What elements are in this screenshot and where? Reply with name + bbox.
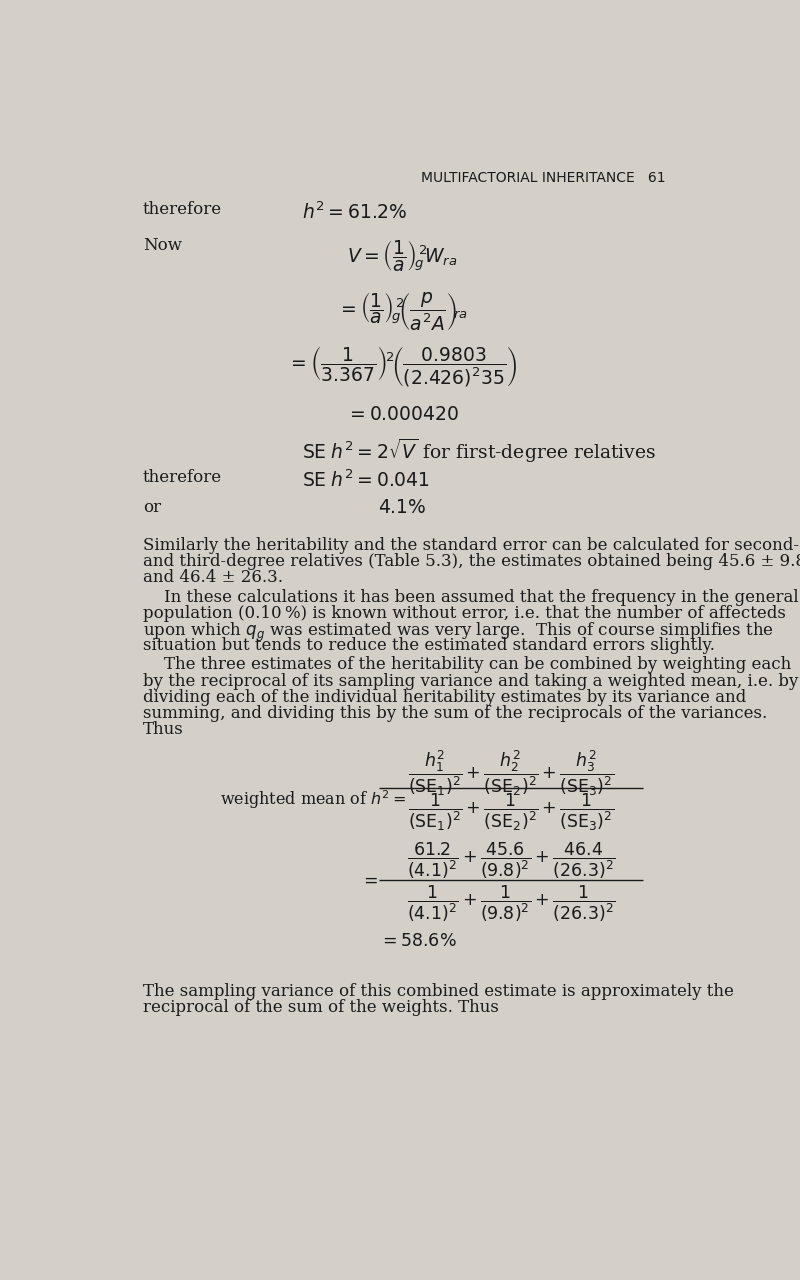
Text: weighted mean of $h^2 =$: weighted mean of $h^2 =$ — [220, 788, 406, 810]
Text: MULTIFACTORIAL INHERITANCE   61: MULTIFACTORIAL INHERITANCE 61 — [421, 170, 666, 184]
Text: population (0.10 %) is known without error, i.e. that the number of affecteds: population (0.10 %) is known without err… — [142, 605, 786, 622]
Text: Now: Now — [142, 237, 182, 253]
Text: $4.1\%$: $4.1\%$ — [378, 498, 426, 517]
Text: $= 0.000420$: $= 0.000420$ — [346, 406, 459, 424]
Text: $V = \left(\dfrac{1}{a}\right)_{\!g}^{\,2}\! W_{ra}$: $V = \left(\dfrac{1}{a}\right)_{\!g}^{\,… — [347, 238, 458, 274]
Text: $= \left(\dfrac{1}{a}\right)_{\!g}^{\,2}\!\!\left(\dfrac{p}{a^2 A}\right)_{\!\!r: $= \left(\dfrac{1}{a}\right)_{\!g}^{\,2}… — [337, 291, 468, 333]
Text: by the reciprocal of its sampling variance and taking a weighted mean, i.e. by: by the reciprocal of its sampling varian… — [142, 672, 798, 690]
Text: In these calculations it has been assumed that the frequency in the general: In these calculations it has been assume… — [142, 589, 798, 605]
Text: and 46.4 ± 26.3.: and 46.4 ± 26.3. — [142, 570, 282, 586]
Text: situation but tends to reduce the estimated standard errors slightly.: situation but tends to reduce the estima… — [142, 637, 714, 654]
Text: $\mathrm{SE}\;h^2 = 0.041$: $\mathrm{SE}\;h^2 = 0.041$ — [302, 470, 430, 490]
Text: $\dfrac{1}{(4.1)^2} + \dfrac{1}{(9.8)^2} + \dfrac{1}{(26.3)^2}$: $\dfrac{1}{(4.1)^2} + \dfrac{1}{(9.8)^2}… — [406, 883, 615, 924]
Text: therefore: therefore — [142, 201, 222, 219]
Text: $=$: $=$ — [360, 872, 378, 888]
Text: Similarly the heritability and the standard error can be calculated for second-: Similarly the heritability and the stand… — [142, 538, 798, 554]
Text: The sampling variance of this combined estimate is approximately the: The sampling variance of this combined e… — [142, 983, 734, 1000]
Text: $\dfrac{h_1^2}{(\mathrm{SE}_1)^2} + \dfrac{h_2^2}{(\mathrm{SE}_2)^2} + \dfrac{h_: $\dfrac{h_1^2}{(\mathrm{SE}_1)^2} + \dfr… — [408, 748, 614, 797]
Text: reciprocal of the sum of the weights. Thus: reciprocal of the sum of the weights. Th… — [142, 1000, 498, 1016]
Text: upon which $q_g$ was estimated was very large.  This of course simplifies the: upon which $q_g$ was estimated was very … — [142, 621, 774, 644]
Text: or: or — [142, 498, 161, 516]
Text: and third-degree relatives (Table 5.3), the estimates obtained being 45.6 ± 9.8: and third-degree relatives (Table 5.3), … — [142, 553, 800, 570]
Text: $= 58.6\%$: $= 58.6\%$ — [379, 933, 457, 950]
Text: Thus: Thus — [142, 721, 183, 739]
Text: The three estimates of the heritability can be combined by weighting each: The three estimates of the heritability … — [142, 657, 791, 673]
Text: $\mathrm{SE}\;h^2 = 2\sqrt{V}$ for first-degree relatives: $\mathrm{SE}\;h^2 = 2\sqrt{V}$ for first… — [302, 436, 656, 465]
Text: $= \left(\dfrac{1}{3.367}\right)^{\!2}\!\left(\dfrac{0.9803}{(2.426)^2 35}\right: $= \left(\dfrac{1}{3.367}\right)^{\!2}\!… — [287, 344, 518, 389]
Text: summing, and dividing this by the sum of the reciprocals of the variances.: summing, and dividing this by the sum of… — [142, 705, 767, 722]
Text: $\dfrac{1}{(\mathrm{SE}_1)^2} + \dfrac{1}{(\mathrm{SE}_2)^2} + \dfrac{1}{(\mathr: $\dfrac{1}{(\mathrm{SE}_1)^2} + \dfrac{1… — [408, 791, 614, 833]
Text: $h^2 = 61.2\%$: $h^2 = 61.2\%$ — [302, 201, 406, 223]
Text: $\dfrac{61.2}{(4.1)^2} + \dfrac{45.6}{(9.8)^2} + \dfrac{46.4}{(26.3)^2}$: $\dfrac{61.2}{(4.1)^2} + \dfrac{45.6}{(9… — [406, 841, 615, 881]
Text: dividing each of the individual heritability estimates by its variance and: dividing each of the individual heritabi… — [142, 689, 746, 705]
Text: therefore: therefore — [142, 470, 222, 486]
